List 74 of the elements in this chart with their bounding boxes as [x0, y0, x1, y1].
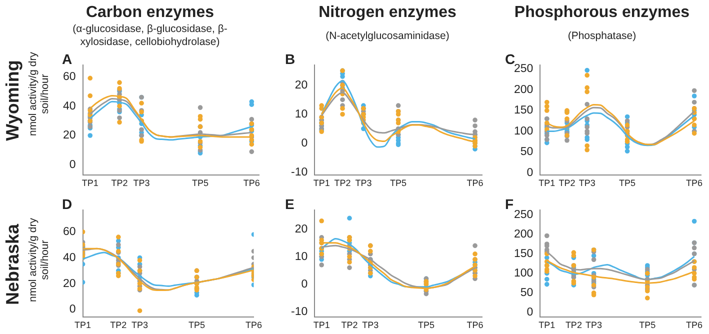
y-tick-label: 250: [514, 63, 534, 76]
text: D: [62, 196, 72, 212]
x-tick-label: TP3: [586, 320, 602, 330]
y-tick-label: 200: [514, 228, 534, 240]
x-tick-label: TP1: [313, 320, 330, 330]
y-tick-label: 250: [514, 208, 534, 221]
x-tick-label: TP6: [243, 178, 260, 188]
y-tick-label: 0: [526, 166, 534, 179]
y-tick-label: 20: [62, 278, 76, 290]
y-tick-label: 150: [514, 248, 534, 260]
x-tick-label: TP2: [334, 178, 351, 188]
y-tick-label: 0: [301, 278, 308, 290]
y-tick-label: 50: [520, 146, 534, 158]
y-tick-label: 150: [514, 104, 534, 117]
x-tick-label: TP6: [686, 320, 703, 330]
y-tick-label: 40: [62, 100, 76, 112]
y-tick-label: 0: [69, 304, 76, 316]
y-axis-title: nmol activity/g dry soil/hour: [27, 216, 51, 304]
y-tick-label: 20: [62, 130, 76, 142]
chart-title: Nitrogen enzymes: [318, 4, 458, 22]
text: C: [505, 51, 516, 67]
x-tick-label: TP3: [133, 178, 150, 188]
x-tick-label: TP3: [578, 178, 596, 188]
x-tick-label: TP1: [82, 178, 98, 188]
y-tick-label: 100: [514, 268, 534, 280]
x-tick-label: TP5: [619, 178, 636, 188]
y-tick-label: 0: [526, 306, 534, 319]
x-tick-label: TP3: [355, 178, 372, 188]
text: Wyoming: [2, 59, 24, 143]
x-tick-label: TP1: [313, 178, 330, 188]
y-tick-label: -10: [290, 166, 308, 178]
y-tick-label: -10: [290, 306, 308, 318]
x-tick-label: TP2: [110, 320, 127, 330]
y-tick-label: 40: [62, 252, 76, 264]
y-tick-label: 10: [294, 108, 308, 120]
x-tick-label: TP3: [132, 320, 148, 330]
chart-subtitle: (α-glucosidase, β-glucosidase, β-xylosidase, cellobiohydrolase): [72, 23, 228, 49]
x-tick-label: TP1: [538, 320, 556, 330]
x-tick-label: TP6: [466, 320, 484, 330]
y-tick-label: 100: [514, 125, 534, 138]
x-tick-label: TP1: [538, 178, 556, 188]
y-tick-label: 10: [294, 250, 308, 263]
x-tick-label: TP2: [341, 320, 358, 330]
y-tick-label: 60: [62, 70, 76, 83]
x-tick-label: TP6: [466, 178, 484, 188]
x-tick-label: TP2: [111, 178, 128, 188]
chart-title: Carbon enzymes: [84, 4, 216, 22]
chart-title: Phosphorous enzymes: [513, 4, 691, 22]
y-tick-label: 200: [514, 84, 534, 96]
text: Nebraska: [2, 222, 24, 308]
x-tick-label: TP5: [639, 320, 656, 330]
chart-subtitle: (N-acetylglucosaminidase): [324, 30, 450, 43]
y-tick-label: 0: [301, 137, 308, 150]
x-tick-label: TP5: [192, 178, 209, 188]
x-tick-label: TP2: [558, 178, 576, 188]
x-tick-label: TP6: [245, 320, 262, 330]
text: A: [62, 51, 72, 67]
x-tick-label: TP1: [74, 320, 92, 330]
x-tick-label: TP6: [686, 178, 703, 188]
x-tick-label: TP5: [418, 320, 434, 330]
text: E: [285, 196, 294, 212]
y-tick-label: 20: [294, 79, 308, 92]
x-tick-label: TP2: [565, 320, 582, 330]
text: F: [505, 196, 514, 212]
x-tick-label: TP5: [188, 320, 206, 330]
y-tick-label: 50: [520, 287, 534, 300]
text: B: [285, 51, 296, 67]
y-tick-label: 0: [69, 159, 76, 172]
x-tick-label: TP5: [390, 178, 407, 188]
y-axis-title: nmol activity/g dry soil/hour: [27, 50, 51, 138]
y-tick-label: 20: [294, 223, 308, 236]
y-tick-label: 60: [62, 226, 76, 238]
x-tick-label: TP3: [362, 320, 379, 330]
chart-subtitle: (Phosphatase): [566, 30, 638, 43]
